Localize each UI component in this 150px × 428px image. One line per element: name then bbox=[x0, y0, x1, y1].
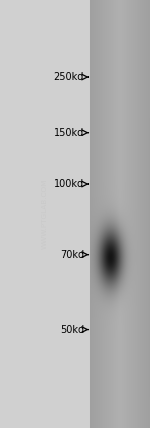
Text: 150kd: 150kd bbox=[54, 128, 84, 138]
Text: 70kd: 70kd bbox=[60, 250, 84, 260]
Text: 250kd: 250kd bbox=[54, 72, 84, 82]
Text: 50kd: 50kd bbox=[60, 324, 84, 335]
Text: 100kd: 100kd bbox=[54, 179, 84, 189]
Text: WWW.PTGLAB.COM: WWW.PTGLAB.COM bbox=[42, 179, 48, 249]
